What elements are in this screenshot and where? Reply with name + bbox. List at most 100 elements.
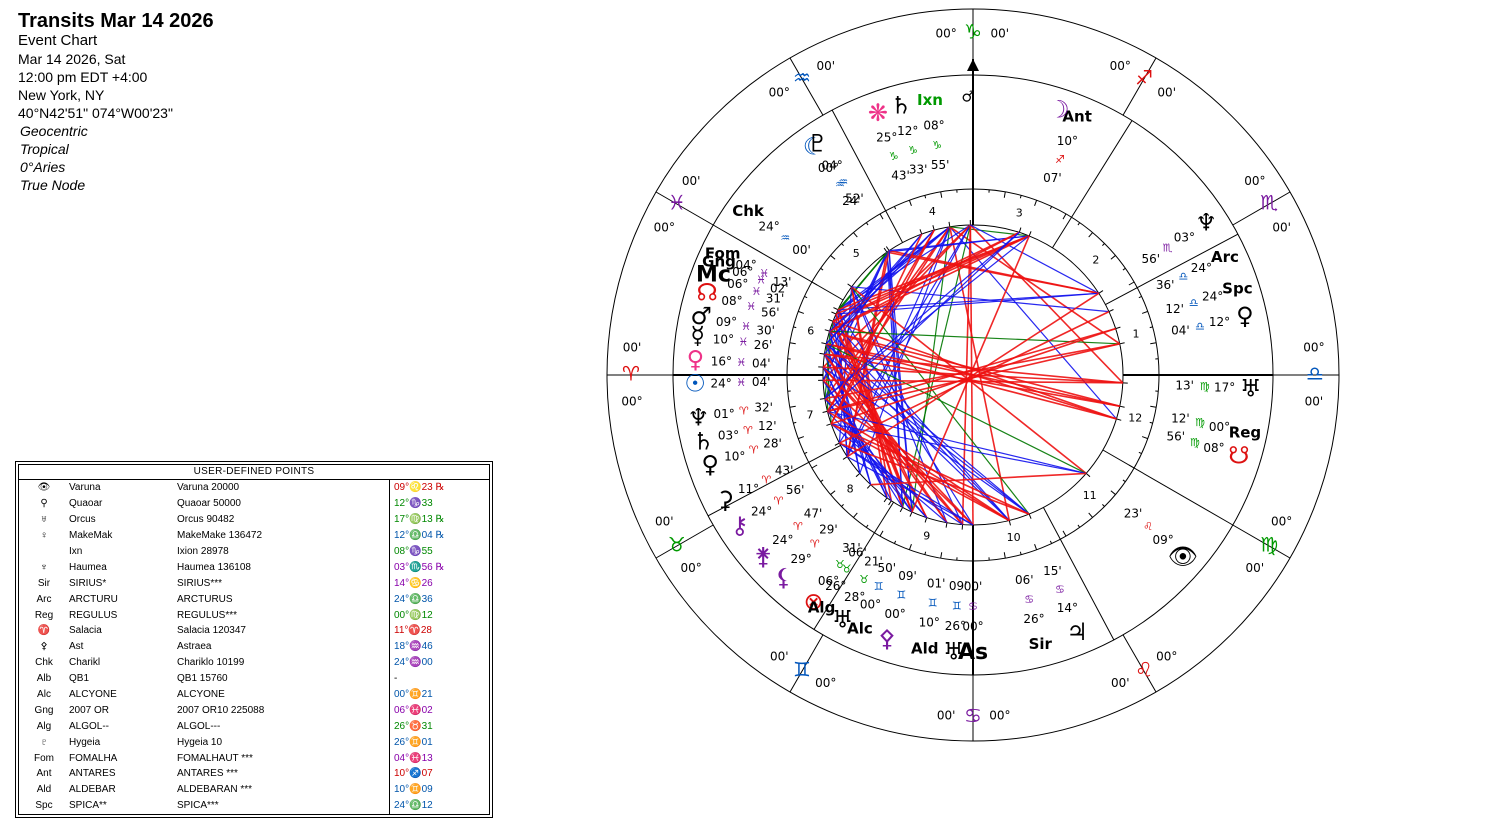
point-glyph: ♀: [40, 530, 48, 542]
planet-glyph: ♅: [943, 637, 965, 665]
point-name: REGULUS***: [177, 609, 238, 621]
sign-minute: 00': [1157, 86, 1176, 100]
aspect-line: [970, 224, 1100, 294]
planet-minute: 26': [754, 338, 773, 352]
aspect-line: [823, 353, 964, 526]
table-row: Reg REGULUS REGULUS*** 00°♍12: [19, 607, 489, 624]
point-abbr: Haumea: [69, 561, 107, 573]
aspect-line: [832, 320, 1010, 521]
degree-tick: [798, 310, 805, 314]
planet-degree: 06°: [818, 574, 839, 588]
planet-tick: [866, 484, 872, 489]
sign-glyph: ♏: [1260, 191, 1278, 215]
planet-glyph: 👁: [1168, 542, 1198, 570]
sign-minute: 00': [816, 59, 835, 73]
point-name: Hygeia 10: [177, 736, 223, 748]
degree-tick: [1141, 436, 1148, 440]
planet-minute: 02': [770, 281, 789, 295]
degree-tick: [841, 504, 844, 507]
chart-subtitle: Event Chart: [18, 32, 98, 49]
planet-sign: ♎: [1178, 270, 1188, 283]
aspect-line: [827, 231, 1020, 412]
degree-tick: [908, 200, 912, 207]
chart-time: 12:00 pm EDT +4:00: [18, 69, 148, 85]
planet-sign: ♑: [932, 139, 942, 152]
planet-minute: 12': [758, 419, 777, 433]
point-abbr: SPICA**: [69, 800, 107, 812]
planet-sign: ♓: [738, 336, 748, 349]
planet-glyph: ⚷: [731, 511, 749, 539]
sign-glyph: ♉: [668, 533, 686, 557]
planet-glyph: ❋: [868, 99, 888, 127]
degree-tick: [1110, 490, 1116, 495]
planet-sign: ♊: [874, 580, 884, 593]
planet-sign: ♈: [793, 520, 803, 533]
planet-tick: [1085, 473, 1091, 478]
setting-node: True Node: [20, 177, 86, 193]
planet-minute: 30': [756, 323, 775, 337]
planet-minute: 04': [1171, 323, 1190, 337]
sign-glyph: ♑: [964, 20, 982, 44]
planet-sign: ♍: [1190, 436, 1200, 449]
aspect-line: [835, 313, 913, 513]
planet-sign: ♊: [928, 596, 938, 609]
planet-degree: 04°: [821, 159, 842, 173]
planet-degree: 10°: [713, 332, 734, 346]
planet-minute: 56': [761, 306, 780, 320]
planet-minute: 43': [891, 168, 910, 182]
planet-glyph: ☽: [1048, 96, 1070, 124]
degree-tick: [1003, 191, 1006, 198]
aspect-line: [846, 292, 1100, 458]
aspect-line: [831, 423, 1087, 474]
degree-tick: [1034, 200, 1038, 207]
planet-degree: 00°: [860, 598, 881, 612]
planet-glyph: ♅: [832, 605, 854, 633]
point-name: ALDEBARAN ***: [177, 784, 253, 796]
planet-tick: [1119, 342, 1125, 345]
planet-glyph: ☿: [690, 321, 705, 349]
planet-minute: 56': [1166, 429, 1185, 443]
degree-tick: [1062, 530, 1067, 537]
point-abbr: QB1: [69, 673, 90, 685]
table-row: ⚴ Ast Astraea 18°♒46: [19, 638, 489, 655]
sign-glyph: ♍: [1260, 533, 1278, 557]
house-number: 2: [1092, 253, 1099, 266]
point-glyph: Sir: [37, 577, 51, 589]
planet-glyph: ♅: [1240, 375, 1262, 403]
point-glyph: 👁: [37, 482, 51, 494]
planet-degree: 10°: [724, 450, 745, 464]
point-position: 09°♌23 ℞: [389, 480, 489, 496]
table-row: ♈ Salacia Salacia 120347 11°♈28: [19, 623, 489, 639]
planet-sign: ♑: [908, 144, 918, 157]
degree-tick: [1019, 195, 1022, 199]
point-position: 10°♊09: [389, 781, 489, 798]
planet-degree: 12°: [897, 124, 918, 138]
aspect-line: [824, 353, 1120, 407]
house-number: 5: [853, 247, 860, 260]
planet-degree: 28°: [844, 590, 865, 604]
planet-minute: 29': [819, 523, 838, 537]
planet-glyph: ♂: [690, 302, 712, 330]
planet-glyph: ⚵: [754, 542, 772, 570]
degree-tick: [820, 479, 824, 483]
point-position: 12°♎04 ℞: [389, 527, 489, 544]
aspect-line: [837, 250, 890, 311]
aspect-line: [911, 235, 1030, 513]
sign-degree: 00°: [1110, 59, 1131, 73]
planet-minute: 56': [786, 483, 805, 497]
planet-sign: ♎: [1195, 320, 1205, 333]
point-name: SPICA***: [177, 800, 219, 812]
point-position: 00°♍12: [389, 607, 489, 624]
point-position: 24°♒00: [389, 654, 489, 671]
sign-minute: 00': [1246, 561, 1265, 575]
aspect-line: [839, 442, 1030, 515]
planet-sign: ♓: [741, 320, 751, 333]
planet-minute: 09': [949, 579, 968, 593]
point-name: Varuna 20000: [177, 482, 240, 494]
table-row: ♀ MakeMak MakeMake 136472 12°♎04 ℞: [19, 527, 489, 544]
degree-tick: [1003, 552, 1006, 559]
house-number: 3: [1016, 207, 1023, 220]
planet-degree: 03°: [1174, 230, 1195, 244]
planet-tick: [932, 225, 935, 231]
sign-degree: 00°: [681, 561, 702, 575]
